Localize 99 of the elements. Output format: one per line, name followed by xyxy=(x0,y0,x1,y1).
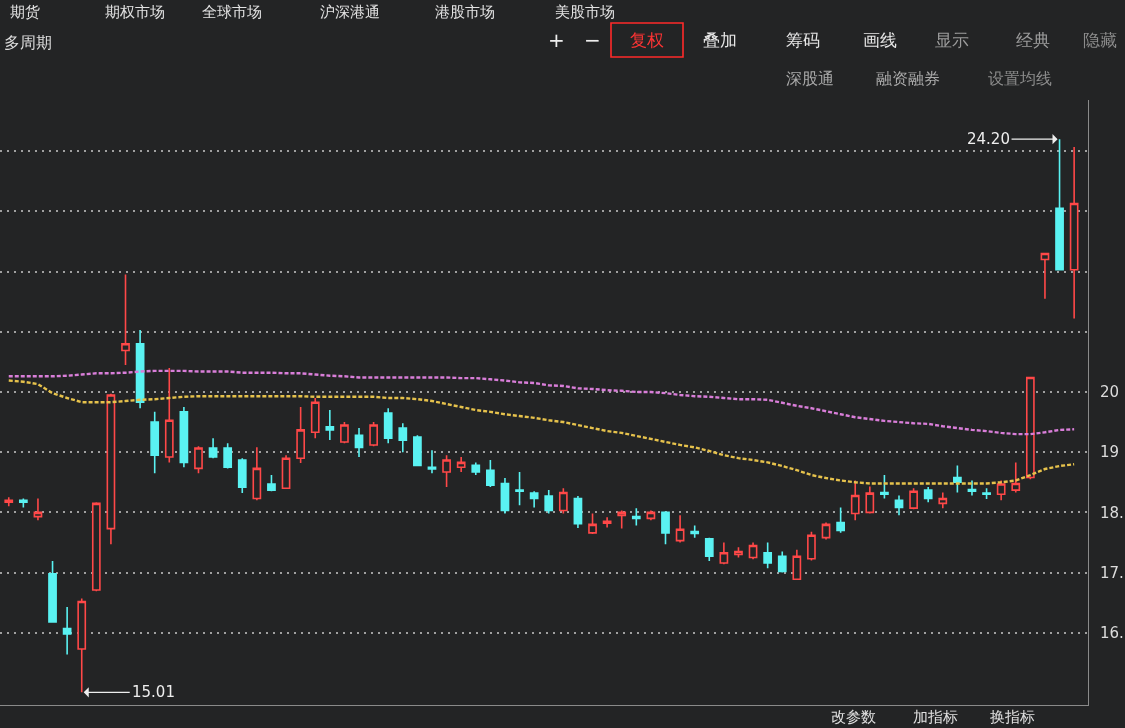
candlestick xyxy=(179,406,189,469)
text: 隐藏 xyxy=(1083,30,1117,50)
candlestick xyxy=(544,489,554,515)
text: 港股市场 xyxy=(435,3,495,21)
candlestick xyxy=(252,446,262,502)
text: 改参数 xyxy=(831,708,876,726)
candlestick xyxy=(792,548,802,581)
candlestick xyxy=(208,437,218,459)
candlestick xyxy=(237,457,247,494)
candlestick xyxy=(354,427,364,458)
text: 融资融券 xyxy=(876,69,940,88)
candlestick xyxy=(1069,146,1079,320)
candlestick xyxy=(77,597,87,694)
text: 期货 xyxy=(10,3,40,21)
candlestick xyxy=(1025,376,1035,481)
candlestick xyxy=(1011,461,1021,494)
candlestick xyxy=(325,409,335,441)
candlestick xyxy=(1040,252,1050,300)
text: 显示 xyxy=(935,30,969,50)
candlestick xyxy=(529,490,539,509)
candlestick xyxy=(91,501,101,593)
candlestick xyxy=(442,454,451,488)
text: 复权 xyxy=(630,30,664,50)
candlestick xyxy=(617,509,627,530)
candlestick xyxy=(923,486,933,503)
candlestick xyxy=(223,442,233,470)
candlestick xyxy=(267,474,276,493)
candlestick xyxy=(675,514,685,544)
y-tick-label: 16. xyxy=(1100,624,1124,643)
text: 期权市场 xyxy=(105,3,165,21)
text: 筹码 xyxy=(786,30,820,50)
candlestick xyxy=(763,541,773,570)
y-tick-label: 19 xyxy=(1100,443,1120,462)
candlestick xyxy=(850,479,860,521)
candlestick xyxy=(281,454,291,490)
text: 叠加 xyxy=(703,30,737,50)
text: 换指标 xyxy=(990,708,1035,726)
candlestick xyxy=(340,421,349,444)
y-tick-label: 20 xyxy=(1100,383,1120,402)
annotation: 24.20 xyxy=(967,130,1010,148)
candlestick xyxy=(106,392,116,546)
candlestick xyxy=(427,449,437,475)
candlestick xyxy=(661,510,670,546)
candlestick xyxy=(602,516,612,529)
candlestick xyxy=(398,422,408,453)
candlestick xyxy=(62,606,72,656)
candlestick xyxy=(164,367,174,464)
candlestick xyxy=(573,495,583,529)
candlestick xyxy=(807,530,816,562)
y-tick-label: 18. xyxy=(1100,503,1124,522)
text: 画线 xyxy=(863,30,897,50)
candlestick xyxy=(121,273,130,366)
line-series xyxy=(7,379,1076,485)
candlestick xyxy=(631,507,641,527)
candlestick xyxy=(135,329,145,410)
text: 设置均线 xyxy=(988,69,1052,88)
candlestick xyxy=(485,459,495,488)
text: 沪深港通 xyxy=(320,3,380,21)
text: 美股市场 xyxy=(555,3,615,21)
candlestick xyxy=(953,464,962,494)
candlestick xyxy=(33,497,43,521)
candlestick xyxy=(456,456,466,473)
candlestick xyxy=(194,445,203,475)
candlestick xyxy=(909,487,918,511)
candlestick xyxy=(880,474,889,500)
line-series xyxy=(7,369,1076,436)
candlestick xyxy=(515,471,524,506)
candlestick xyxy=(836,506,845,534)
candlestick xyxy=(938,491,948,509)
candlestick xyxy=(996,479,1006,502)
candlestick xyxy=(894,494,904,517)
candlestick xyxy=(982,487,991,500)
candlestick xyxy=(865,485,875,515)
text: 多周期 xyxy=(4,33,52,52)
annotation: 15.01 xyxy=(132,683,175,701)
candlestick xyxy=(588,512,597,535)
y-tick-label: 17. xyxy=(1100,563,1124,582)
candlestick xyxy=(500,477,510,515)
candlestick xyxy=(413,434,422,467)
candlestick xyxy=(383,407,393,444)
candlestick xyxy=(150,411,160,475)
text: 全球市场 xyxy=(202,3,262,21)
text: + xyxy=(548,28,565,52)
text: − xyxy=(584,28,601,52)
candlestick xyxy=(4,496,14,508)
candlestick xyxy=(704,536,714,562)
candlestick xyxy=(719,541,729,565)
text: 加指标 xyxy=(913,708,958,726)
text: 经典 xyxy=(1016,30,1050,50)
candlestick xyxy=(1055,138,1064,271)
candlestick xyxy=(471,461,481,476)
candlestick xyxy=(296,406,306,464)
candlestick xyxy=(310,397,320,440)
candlestick xyxy=(777,550,787,574)
candlestick xyxy=(967,479,977,497)
candlestick xyxy=(558,487,568,515)
candlestick xyxy=(369,421,378,447)
text: 深股通 xyxy=(786,69,834,88)
candlestick xyxy=(48,560,57,623)
